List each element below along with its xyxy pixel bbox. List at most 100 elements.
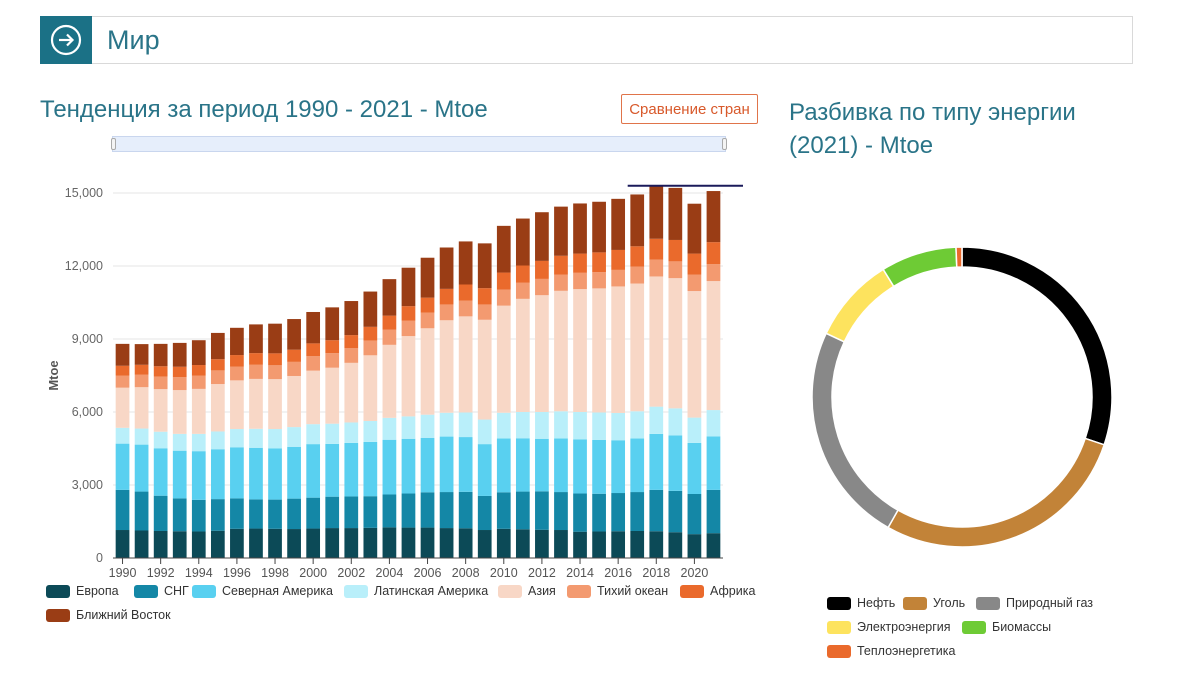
bar-segment[interactable] — [668, 261, 683, 279]
bar-segment[interactable] — [592, 252, 606, 273]
bar-segment[interactable] — [515, 265, 530, 283]
bar-segment[interactable] — [287, 427, 301, 447]
bar-segment[interactable] — [573, 289, 587, 412]
bar-segment[interactable] — [496, 305, 511, 413]
bar-segment[interactable] — [668, 408, 683, 436]
bar-segment[interactable] — [515, 218, 530, 266]
bar-segment[interactable] — [153, 431, 168, 449]
bar-segment[interactable] — [401, 267, 416, 307]
bar-segment[interactable] — [706, 191, 721, 243]
bar-segment[interactable] — [230, 528, 244, 558]
bar-segment[interactable] — [153, 366, 168, 377]
bar-segment[interactable] — [153, 343, 168, 367]
bar-segment[interactable] — [191, 340, 206, 366]
bar-segment[interactable] — [477, 530, 492, 558]
bar-segment[interactable] — [210, 530, 225, 558]
bar-segment[interactable] — [706, 242, 721, 265]
bar-segment[interactable] — [687, 534, 702, 558]
bar-segment[interactable] — [115, 443, 130, 490]
bar-segment[interactable] — [535, 438, 549, 492]
bar-segment[interactable] — [611, 531, 626, 558]
bar-segment[interactable] — [477, 444, 492, 496]
bar-segment[interactable] — [249, 378, 263, 429]
bar-segment[interactable] — [649, 185, 664, 239]
legend-item[interactable]: Европа — [46, 584, 119, 598]
bar-segment[interactable] — [249, 499, 263, 529]
bar-segment[interactable] — [630, 246, 645, 267]
bar-segment[interactable] — [191, 365, 206, 376]
bar-segment[interactable] — [535, 412, 549, 439]
bar-segment[interactable] — [649, 406, 664, 434]
bar-segment[interactable] — [382, 527, 397, 558]
bar-segment[interactable] — [611, 249, 626, 270]
bar-segment[interactable] — [496, 528, 511, 558]
bar-segment[interactable] — [363, 496, 378, 528]
bar-segment[interactable] — [477, 288, 492, 305]
nav-button[interactable] — [40, 16, 92, 64]
bar-segment[interactable] — [477, 243, 492, 289]
bar-segment[interactable] — [649, 531, 664, 558]
bar-segment[interactable] — [153, 389, 168, 432]
bar-segment[interactable] — [630, 194, 645, 247]
bar-segment[interactable] — [191, 433, 206, 452]
bar-segment[interactable] — [363, 326, 378, 341]
bar-segment[interactable] — [687, 253, 702, 275]
bar-segment[interactable] — [554, 411, 568, 439]
bar-segment[interactable] — [230, 429, 244, 448]
bar-segment[interactable] — [325, 353, 340, 368]
bar-segment[interactable] — [172, 390, 187, 434]
bar-segment[interactable] — [268, 365, 282, 380]
bar-segment[interactable] — [592, 493, 606, 532]
legend-item[interactable]: Африка — [680, 584, 755, 598]
bar-segment[interactable] — [344, 348, 359, 363]
bar-segment[interactable] — [115, 387, 130, 428]
bar-segment[interactable] — [515, 298, 530, 412]
bar-segment[interactable] — [230, 380, 244, 430]
bar-segment[interactable] — [592, 201, 606, 253]
bar-segment[interactable] — [515, 282, 530, 299]
bar-segment[interactable] — [230, 498, 244, 529]
bar-segment[interactable] — [668, 435, 683, 491]
bar-segment[interactable] — [649, 238, 664, 260]
bar-segment[interactable] — [573, 439, 587, 494]
bar-segment[interactable] — [115, 530, 130, 558]
bar-segment[interactable] — [630, 266, 645, 284]
bar-segment[interactable] — [573, 493, 587, 532]
bar-segment[interactable] — [439, 247, 454, 289]
legend-item[interactable]: Латинская Америка — [344, 584, 488, 598]
bar-segment[interactable] — [573, 412, 587, 440]
bar-segment[interactable] — [496, 225, 511, 273]
bar-segment[interactable] — [134, 387, 149, 429]
bar-segment[interactable] — [287, 375, 301, 428]
bar-segment[interactable] — [210, 499, 225, 531]
bar-segment[interactable] — [420, 328, 435, 415]
bar-segment[interactable] — [325, 307, 340, 341]
bar-segment[interactable] — [134, 374, 149, 388]
bar-segment[interactable] — [325, 367, 340, 424]
bar-segment[interactable] — [573, 203, 587, 254]
bar-segment[interactable] — [496, 272, 511, 290]
bar-segment[interactable] — [115, 343, 130, 366]
bar-segment[interactable] — [458, 316, 473, 413]
bar-segment[interactable] — [535, 212, 549, 261]
bar-segment[interactable] — [325, 443, 340, 497]
bar-segment[interactable] — [458, 528, 473, 558]
bar-segment[interactable] — [134, 491, 149, 531]
bar-segment[interactable] — [401, 320, 416, 337]
bar-segment[interactable] — [210, 332, 225, 360]
bar-segment[interactable] — [458, 300, 473, 317]
bar-segment[interactable] — [115, 375, 130, 388]
bar-segment[interactable] — [515, 412, 530, 439]
bar-segment[interactable] — [249, 428, 263, 448]
bar-segment[interactable] — [191, 388, 206, 434]
bar-segment[interactable] — [573, 272, 587, 290]
bar-segment[interactable] — [515, 438, 530, 492]
bar-segment[interactable] — [287, 319, 301, 350]
bar-segment[interactable] — [420, 257, 435, 298]
donut-slice[interactable] — [961, 246, 1113, 446]
bar-segment[interactable] — [592, 412, 606, 440]
bar-segment[interactable] — [420, 437, 435, 493]
bar-segment[interactable] — [420, 414, 435, 438]
bar-segment[interactable] — [249, 447, 263, 500]
legend-item[interactable]: СНГ — [134, 584, 189, 598]
